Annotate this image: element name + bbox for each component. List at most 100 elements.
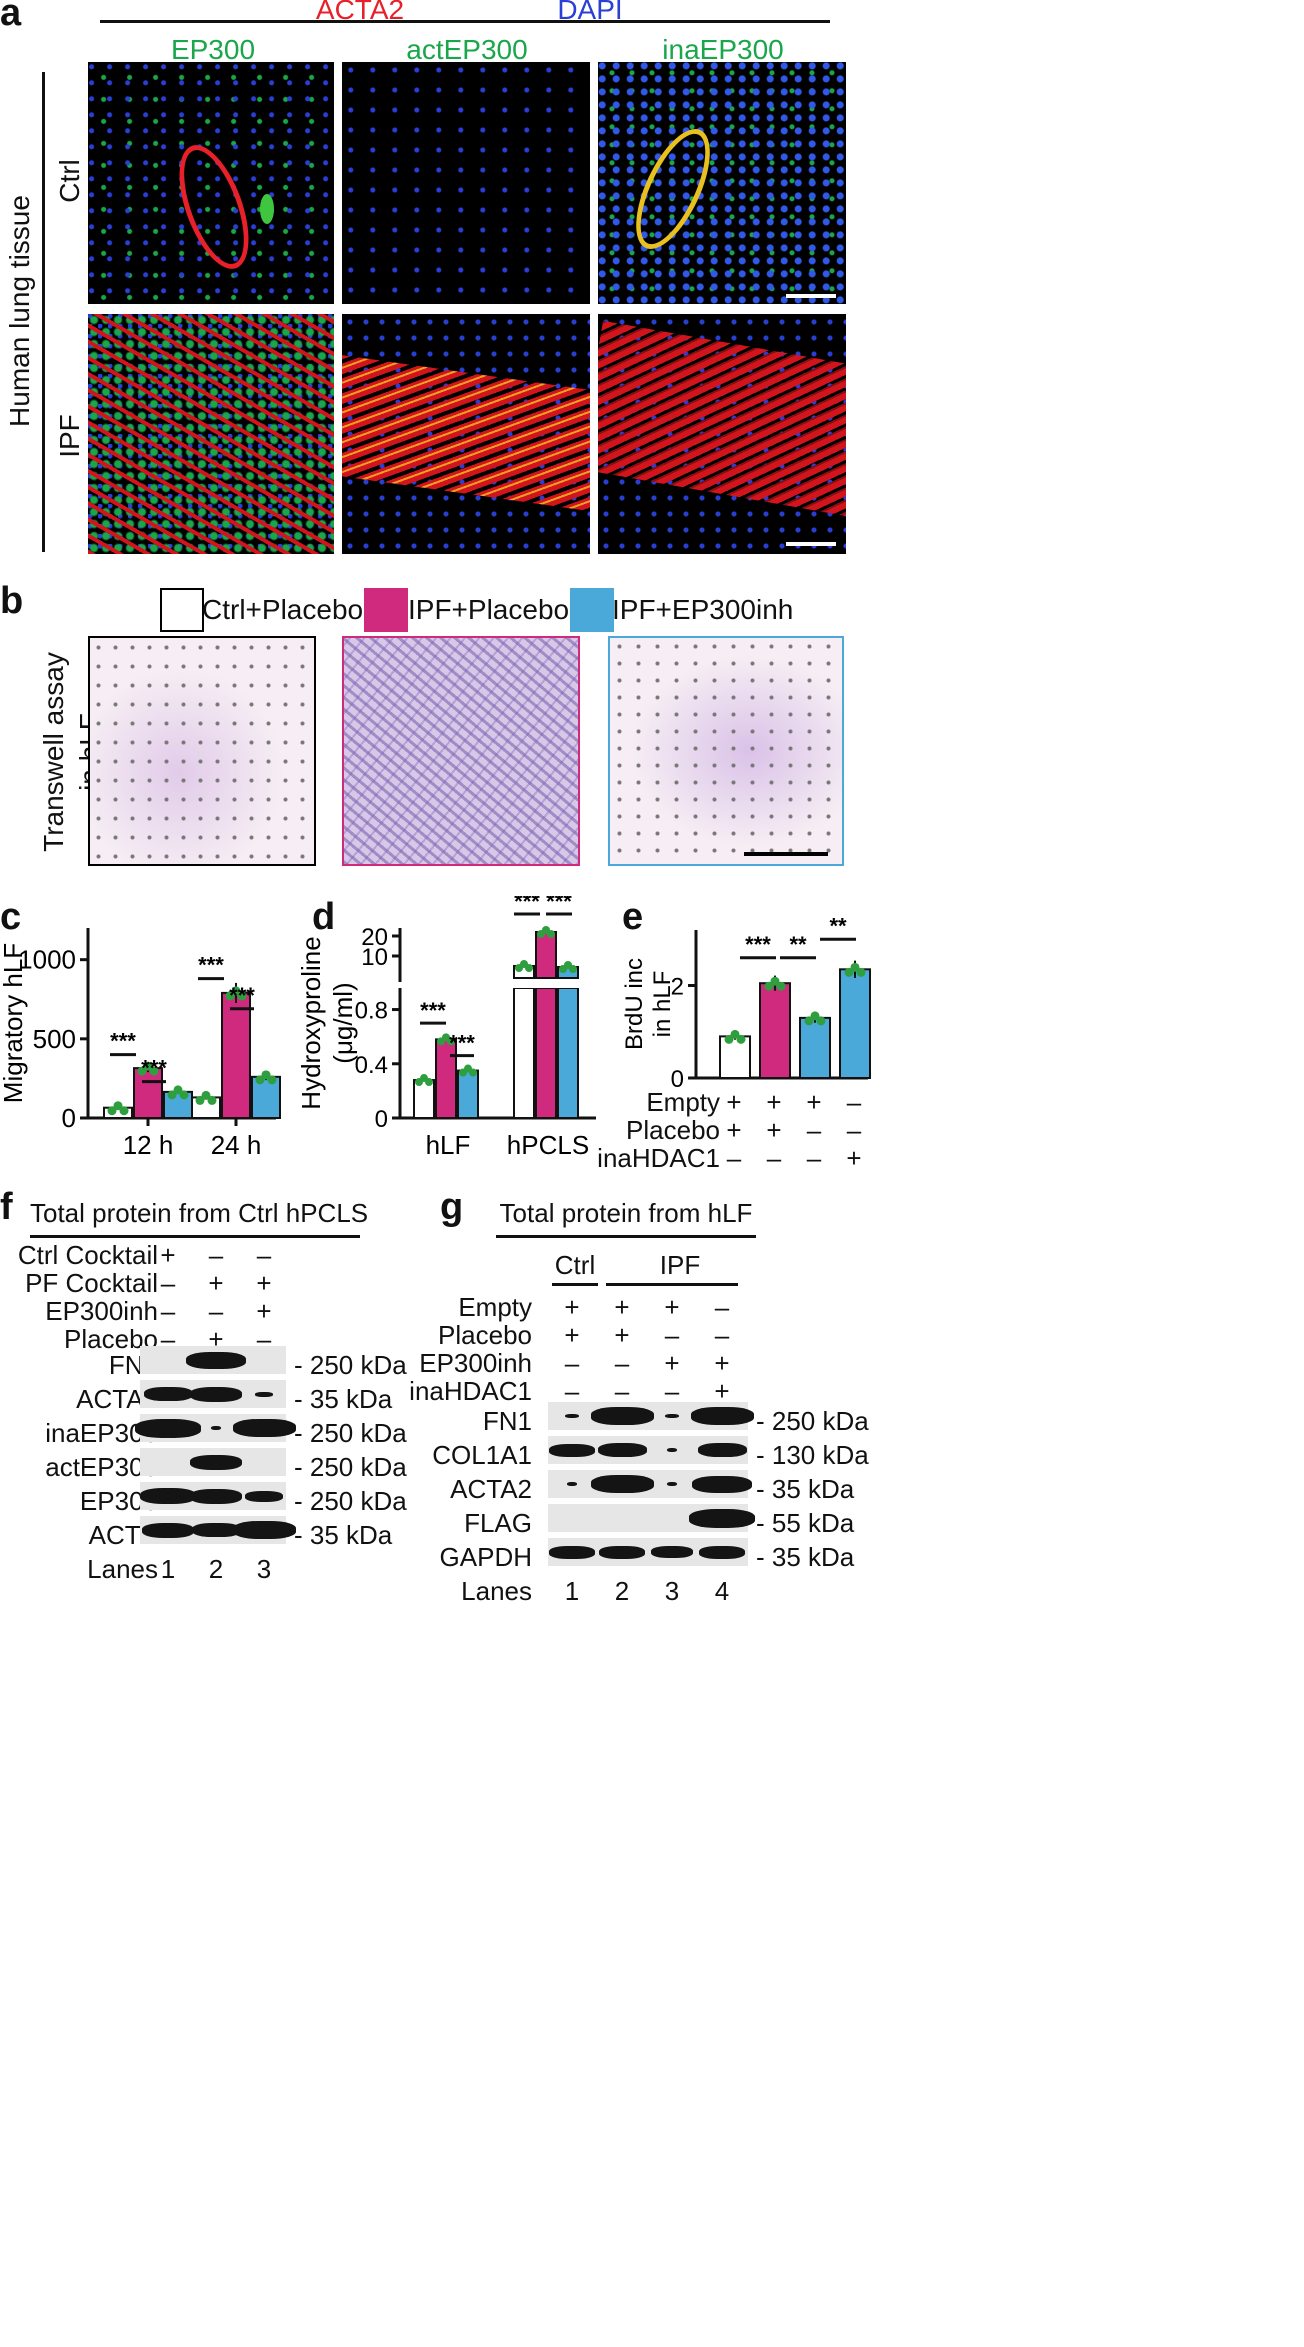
group-line-ctrl <box>552 1283 598 1286</box>
condition-symbol: – <box>564 1376 580 1406</box>
c-data-point <box>137 1066 147 1076</box>
scale-bar <box>744 852 828 856</box>
blot-band <box>186 1351 246 1369</box>
blot-label: COL1A1 <box>432 1440 532 1470</box>
c-data-point <box>261 1070 271 1080</box>
blot-band <box>244 1490 284 1502</box>
table-e-label-empty: Empty <box>646 1087 720 1117</box>
condition-symbol: + <box>256 1296 272 1326</box>
condition-symbol: – <box>614 1348 630 1378</box>
panel-g-title: Total protein from hLF <box>499 1198 753 1228</box>
blot-band <box>590 1407 654 1425</box>
table-e-label-inahdac1: inaHDAC1 <box>597 1143 720 1173</box>
d-bar <box>413 1079 435 1120</box>
c-data-point <box>119 1106 129 1116</box>
condition-symbol: – <box>208 1240 224 1270</box>
e-data-point <box>730 1029 740 1039</box>
c-sig-stars: *** <box>141 1056 167 1081</box>
e-data-point <box>856 967 866 977</box>
d-bar <box>457 1069 479 1119</box>
kda-marker: - 35 kDa <box>294 1520 393 1550</box>
d-y-tick-label: 0.8 <box>355 998 388 1025</box>
blot-label: actEP300 <box>45 1452 158 1482</box>
condition-symbol: + <box>256 1268 272 1298</box>
c-data-point <box>143 1061 153 1071</box>
condition-symbol: – <box>714 1320 730 1350</box>
c-data-point <box>231 986 241 996</box>
blot-band <box>189 1386 243 1402</box>
d-y-axis-label: Hydroxyproline <box>300 936 326 1109</box>
blot-band <box>140 1488 196 1504</box>
e-sig-stars: *** <box>745 932 771 957</box>
blot-band <box>666 1448 678 1452</box>
d-y-tick-label: 10 <box>361 944 388 971</box>
lane-number: 1 <box>564 1576 580 1606</box>
condition-symbol: – <box>664 1376 680 1406</box>
blot-band <box>189 1488 243 1504</box>
condition-label: Ctrl Cocktail <box>17 1240 158 1270</box>
panel-f-title-line <box>30 1235 360 1238</box>
blot-band <box>134 1418 202 1438</box>
d-data-point <box>525 964 533 972</box>
legend-swatch-ipf-placebo <box>364 588 408 632</box>
d-sig-stars: *** <box>420 998 446 1023</box>
c-data-point <box>179 1090 189 1100</box>
kda-marker: - 35 kDa <box>294 1384 393 1414</box>
c-data-point <box>149 1066 159 1076</box>
legend-label-ctrl-placebo: Ctrl+Placebo <box>202 594 364 625</box>
c-data-point <box>255 1075 265 1085</box>
stain-label-dapi: DAPI <box>557 0 623 25</box>
e-y-axis-label-2: in hLF <box>649 971 676 1038</box>
c-data-point <box>107 1106 117 1116</box>
condition-symbol: – <box>256 1240 272 1270</box>
table-e-cell: – <box>766 1143 782 1173</box>
blot-label: GAPDH <box>439 1542 532 1572</box>
condition-label: inaHDAC1 <box>409 1376 532 1406</box>
panel-c-letter: c <box>0 896 22 938</box>
table-e-cell: – <box>806 1115 822 1145</box>
kda-marker: - 35 kDa <box>756 1542 855 1572</box>
c-data-point <box>237 991 247 1001</box>
row-label-ctrl: Ctrl <box>54 159 85 203</box>
e-bar <box>839 968 871 1079</box>
condition-symbol: + <box>160 1240 176 1270</box>
transwell-image-inh <box>608 636 844 866</box>
micrograph-ipf-inaep300 <box>598 314 846 554</box>
e-bar <box>759 982 791 1079</box>
panel-f-letter: f <box>0 1186 13 1228</box>
condition-symbol: – <box>208 1296 224 1326</box>
side-label-transwell: Transwell assay <box>38 652 69 852</box>
c-sig-stars: *** <box>110 1029 136 1054</box>
c-data-point <box>225 991 235 1001</box>
e-data-point <box>770 976 780 986</box>
c-data-point <box>267 1075 277 1085</box>
d-x-tick-label: hLF <box>426 1130 471 1160</box>
blot-band <box>699 1545 745 1559</box>
condition-label: Placebo <box>438 1320 532 1350</box>
panel-d-letter: d <box>312 896 336 938</box>
condition-symbol: – <box>664 1320 680 1350</box>
table-e-cell: + <box>726 1087 742 1117</box>
table-e-cell: + <box>726 1115 742 1145</box>
d-data-point <box>469 1068 477 1077</box>
d-data-point <box>447 1037 455 1046</box>
lane-number: 1 <box>160 1554 176 1584</box>
d-y-tick-label: 0 <box>375 1106 388 1133</box>
d-x-tick-label: hPCLS <box>507 1130 589 1160</box>
group-label-ipf: IPF <box>659 1250 701 1280</box>
panel-a-top-line <box>100 20 830 23</box>
transwell-image-ctrl <box>88 636 316 866</box>
blot-band <box>189 1454 243 1470</box>
blot-band <box>692 1475 752 1493</box>
panel-f-title: Total protein from Ctrl hPCLS <box>30 1198 369 1228</box>
panel-e-letter: e <box>622 896 644 938</box>
legend-swatch-ipf-ep300inh <box>570 588 614 632</box>
d-sig-stars: *** <box>514 896 540 914</box>
micrograph-ipf-actep300 <box>342 314 590 554</box>
d-bar <box>535 987 557 1119</box>
kda-marker: - 35 kDa <box>756 1474 855 1504</box>
legend-label-ipf-placebo: IPF+Placebo <box>408 594 570 625</box>
panel-b-letter: b <box>0 580 24 622</box>
condition-label: Empty <box>458 1292 532 1322</box>
